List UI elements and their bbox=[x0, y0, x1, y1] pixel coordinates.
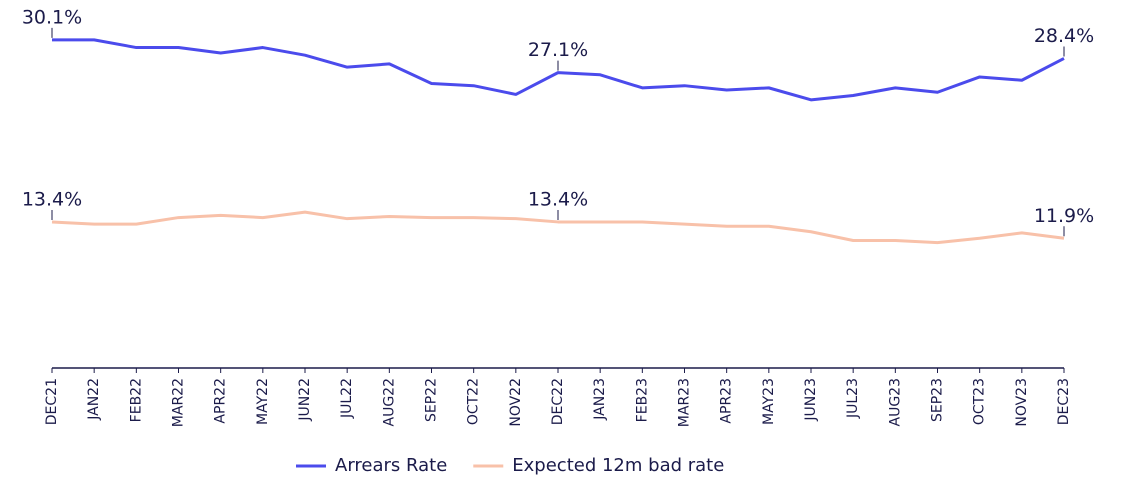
x-tick-label: SEP22 bbox=[424, 378, 440, 422]
x-tick-label: JAN22 bbox=[86, 378, 102, 421]
x-tick-label: APR23 bbox=[719, 378, 735, 424]
x-tick-label: DEC21 bbox=[44, 378, 60, 425]
x-tick-label: MAR22 bbox=[171, 378, 187, 427]
data-label: 11.9% bbox=[1034, 205, 1094, 227]
x-tick-label: SEP23 bbox=[930, 378, 946, 422]
series-line bbox=[52, 38, 1065, 102]
x-tick-label: MAY22 bbox=[255, 378, 271, 425]
data-label: 30.1% bbox=[22, 6, 82, 28]
x-tick-label: AUG22 bbox=[381, 378, 397, 427]
data-label: 28.4% bbox=[1034, 25, 1094, 47]
x-tick-label: MAY23 bbox=[761, 378, 777, 425]
x-tick-label: JUL22 bbox=[339, 378, 355, 419]
x-tick-label: AUG23 bbox=[887, 378, 903, 427]
x-tick-label: JUL23 bbox=[845, 378, 861, 419]
x-tick-label: NOV22 bbox=[508, 378, 524, 427]
x-tick-label: DEC22 bbox=[550, 378, 566, 425]
series-line bbox=[51, 210, 1065, 245]
x-tick-label: OCT23 bbox=[972, 378, 988, 425]
data-label: 27.1% bbox=[528, 39, 588, 61]
x-tick-label: MAR23 bbox=[677, 378, 693, 427]
x-tick-label: NOV23 bbox=[1014, 378, 1030, 427]
data-label: 13.4% bbox=[22, 188, 82, 210]
x-tick-label: JUN23 bbox=[803, 378, 819, 422]
x-tick-label: JUN22 bbox=[297, 378, 313, 422]
x-tick-label: FEB22 bbox=[128, 378, 144, 422]
x-tick-label: OCT22 bbox=[466, 378, 482, 425]
legend-label: Arrears Rate bbox=[335, 455, 447, 476]
data-label: 13.4% bbox=[528, 188, 588, 210]
x-tick-label: APR22 bbox=[213, 378, 229, 424]
legend-label: Expected 12m bad rate bbox=[512, 455, 724, 476]
x-tick-label: DEC23 bbox=[1056, 378, 1072, 425]
x-tick-label: FEB23 bbox=[634, 378, 650, 422]
x-tick-label: JAN23 bbox=[592, 378, 608, 421]
